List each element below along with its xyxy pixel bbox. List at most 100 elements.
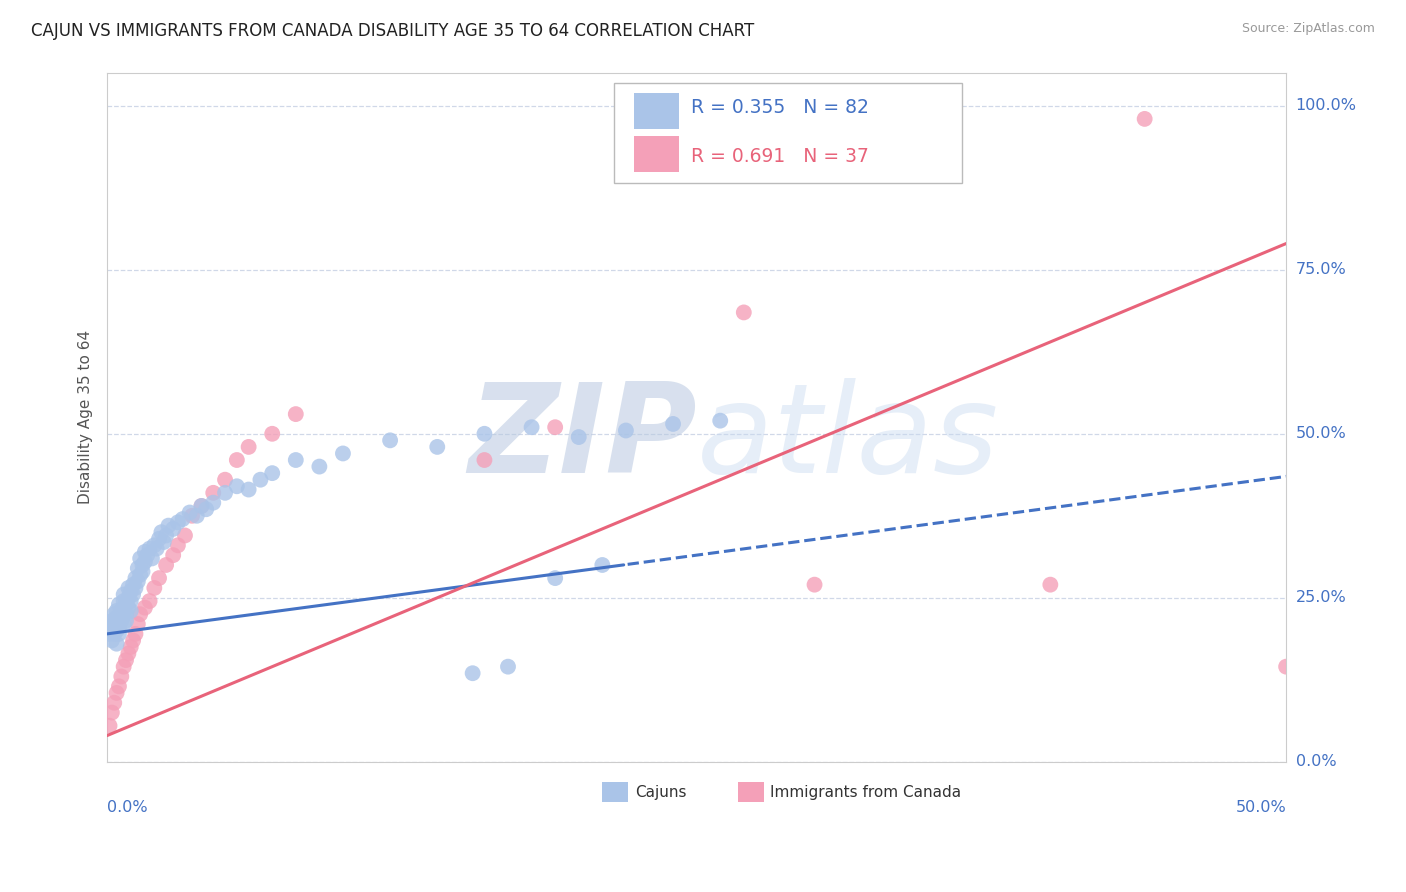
FancyBboxPatch shape [614, 83, 962, 183]
Point [105, 604, 128, 618]
Point [129, 567, 152, 582]
Point [195, 502, 218, 516]
Text: Source: ZipAtlas.com: Source: ZipAtlas.com [1241, 22, 1375, 36]
Point [115, 653, 138, 667]
Point [591, 558, 613, 572]
Point [105, 637, 128, 651]
Point [129, 607, 152, 622]
Point [122, 633, 145, 648]
Point [138, 594, 160, 608]
Point [122, 587, 145, 601]
Point [110, 610, 132, 624]
Point [134, 600, 156, 615]
Text: R = 0.355   N = 82: R = 0.355 N = 82 [690, 98, 869, 117]
Point [115, 598, 138, 612]
Point [124, 627, 146, 641]
Point [308, 459, 330, 474]
Point [733, 305, 755, 319]
Text: ZIP: ZIP [468, 377, 696, 499]
Point [181, 508, 204, 523]
Point [124, 581, 146, 595]
Point [225, 453, 247, 467]
Point [249, 473, 271, 487]
Bar [738, 782, 763, 802]
Text: 100.0%: 100.0% [1295, 98, 1357, 113]
Point [148, 571, 170, 585]
Y-axis label: Disability Age 35 to 64: Disability Age 35 to 64 [79, 330, 93, 505]
Point [174, 528, 197, 542]
Point [101, 633, 124, 648]
Bar [634, 93, 679, 128]
Point [544, 571, 567, 585]
Bar [634, 136, 679, 172]
Point [167, 538, 190, 552]
Point [496, 659, 519, 673]
Point [145, 541, 167, 556]
Point [150, 525, 173, 540]
Point [474, 426, 496, 441]
Point [108, 679, 131, 693]
Point [103, 607, 125, 622]
Point [127, 561, 149, 575]
Text: 0.0%: 0.0% [107, 799, 148, 814]
Text: atlas: atlas [696, 377, 998, 499]
Point [110, 604, 132, 618]
Point [134, 555, 156, 569]
Point [112, 587, 135, 601]
Point [117, 581, 139, 595]
Point [105, 610, 128, 624]
Point [117, 600, 139, 615]
Point [1039, 577, 1062, 591]
Point [568, 430, 591, 444]
Point [124, 571, 146, 585]
Point [262, 466, 284, 480]
Point [108, 620, 131, 634]
Point [112, 600, 135, 615]
Point [143, 538, 166, 552]
Point [108, 598, 131, 612]
Text: 50.0%: 50.0% [1295, 426, 1347, 442]
Point [129, 551, 152, 566]
Point [120, 640, 142, 654]
Point [105, 624, 128, 638]
Point [332, 446, 354, 460]
Point [131, 565, 153, 579]
Point [103, 627, 125, 641]
Point [214, 473, 236, 487]
Text: R = 0.691   N = 37: R = 0.691 N = 37 [690, 147, 869, 166]
Point [162, 522, 184, 536]
Point [108, 627, 131, 641]
Point [803, 577, 825, 591]
Point [138, 541, 160, 556]
Point [190, 499, 212, 513]
Point [143, 581, 166, 595]
Point [127, 574, 149, 589]
Bar [602, 782, 628, 802]
Point [112, 659, 135, 673]
Point [136, 548, 159, 562]
Point [112, 594, 135, 608]
Point [115, 614, 138, 628]
Point [426, 440, 449, 454]
Text: 25.0%: 25.0% [1295, 591, 1347, 606]
Point [122, 577, 145, 591]
Point [202, 485, 225, 500]
Point [117, 647, 139, 661]
Point [474, 453, 496, 467]
Point [225, 479, 247, 493]
Point [152, 535, 174, 549]
Point [284, 453, 307, 467]
Point [179, 506, 201, 520]
Point [238, 440, 260, 454]
Text: 50.0%: 50.0% [1236, 799, 1286, 814]
Point [186, 508, 208, 523]
Point [131, 558, 153, 572]
Point [103, 696, 125, 710]
Point [378, 434, 401, 448]
Point [614, 424, 637, 438]
Text: Cajuns: Cajuns [636, 785, 688, 800]
Point [98, 620, 121, 634]
Text: CAJUN VS IMMIGRANTS FROM CANADA DISABILITY AGE 35 TO 64 CORRELATION CHART: CAJUN VS IMMIGRANTS FROM CANADA DISABILI… [31, 22, 754, 40]
Point [120, 594, 142, 608]
Point [172, 512, 194, 526]
